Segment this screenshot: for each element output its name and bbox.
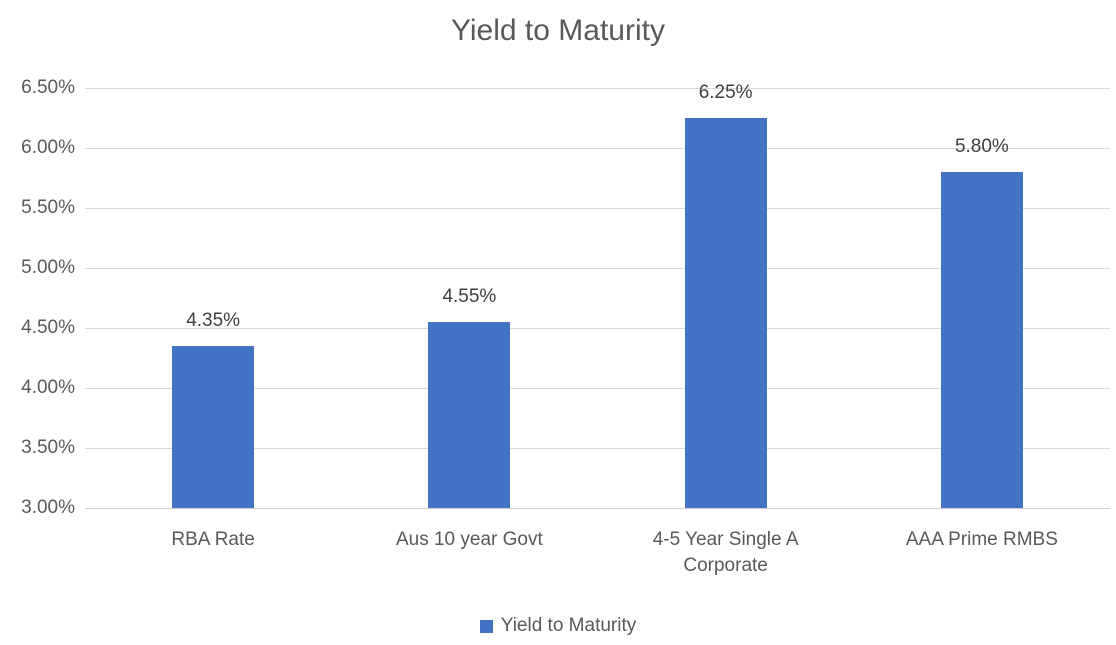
x-axis-category-text: 4-5 Year Single A Corporate [652,529,799,576]
bar-slot: 5.80% [854,88,1110,508]
gridline [85,388,1110,389]
gridline [85,448,1110,449]
y-axis-tick-label: 4.00% [21,377,75,398]
y-axis-tick-label: 3.50% [21,437,75,458]
bar [940,172,1023,508]
gridline [85,208,1110,209]
bar-data-label: 5.80% [954,136,1009,157]
bar [172,346,255,508]
y-axis-tick-label: 4.50% [21,317,75,338]
gridline [85,88,1110,89]
y-axis-tick-label: 5.00% [21,257,75,278]
plot-area: 4.35% 4.55% 6.25% 5.80% [85,82,1110,509]
chart-title: Yield to Maturity [451,14,665,47]
gridline [85,268,1110,269]
bar-slot: 4.55% [341,88,597,508]
y-axis-tick-label: 6.00% [21,137,75,158]
x-axis-category-label: 4-5 Year Single A Corporate [598,527,854,587]
y-axis-tick-label: 3.00% [21,497,75,518]
x-axis-line [85,508,1110,509]
legend-label: Yield to Maturity [500,615,637,636]
bar-data-label: 6.25% [698,82,753,103]
bar-data-label: 4.55% [442,286,497,307]
gridline [85,148,1110,149]
bar-data-label: 4.35% [186,310,241,331]
x-axis-category-text: AAA Prime RMBS [905,529,1058,550]
x-axis-category-label: RBA Rate [85,527,341,587]
bar-slot: 4.35% [85,88,341,508]
x-axis: RBA Rate Aus 10 year Govt 4-5 Year Single … [85,527,1110,587]
gridline [85,328,1110,329]
x-axis-category-text: Aus 10 year Govt [395,529,543,550]
x-axis-category-label: Aus 10 year Govt [341,527,597,587]
y-axis: 3.00% 3.50% 4.00% 4.50% 5.00% 5.50% 6.00% 6.50% [0,77,75,518]
y-axis-tick-label: 6.50% [21,77,75,98]
x-axis-category-label: AAA Prime RMBS [854,527,1110,587]
bar-slot: 6.25% [598,82,854,508]
legend: Yield to Maturity [0,615,1116,637]
bar [684,118,767,508]
x-axis-category-text: RBA Rate [171,529,255,550]
legend-swatch [479,619,493,633]
bar [428,322,511,508]
y-axis-tick-label: 5.50% [21,197,75,218]
